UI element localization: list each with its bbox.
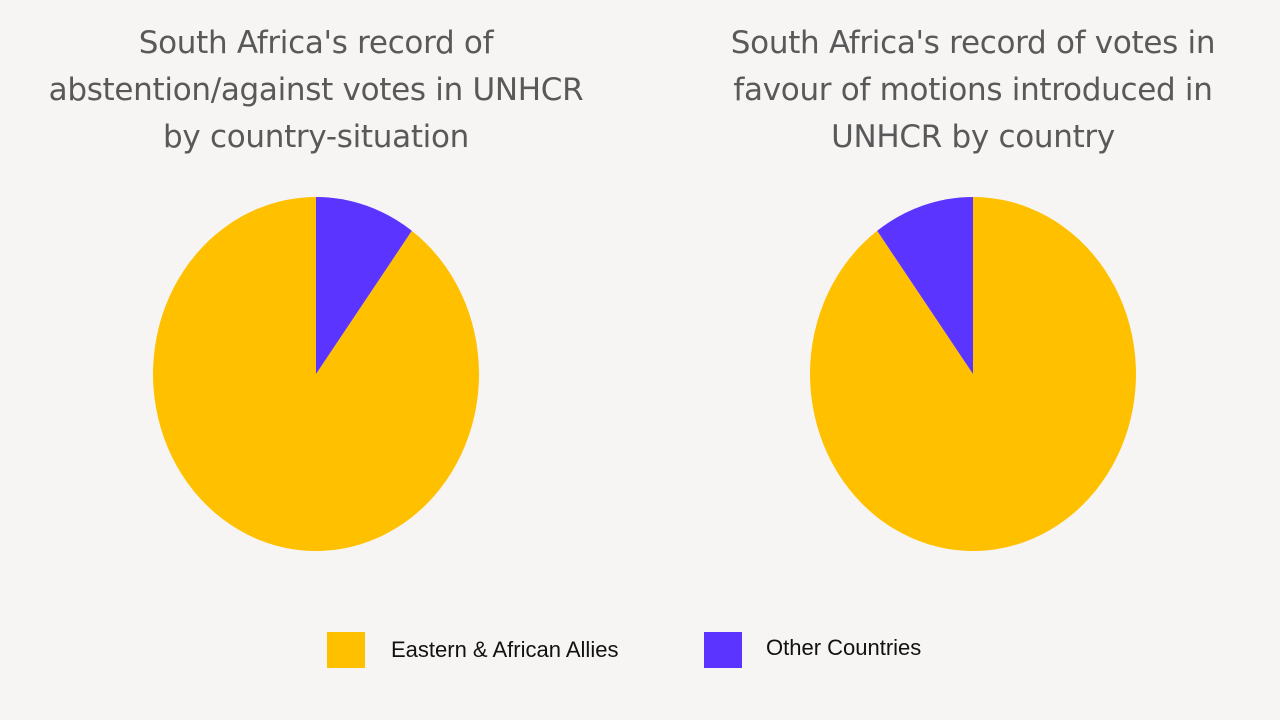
legend-label-other-countries: Other Countries <box>766 635 922 660</box>
left-pie-chart <box>153 197 480 551</box>
left-chart-title-line-3: by country-situation <box>162 119 469 155</box>
legend-swatch-eastern-african-allies <box>327 632 365 668</box>
right-chart-title-line-3: UNHCR by country <box>831 119 1115 155</box>
legend-label-eastern-african-allies: Eastern & African Allies <box>391 637 619 662</box>
left-pie-slice-eastern-african-allies <box>153 197 480 551</box>
left-chart-title-line-1: South Africa's record of <box>138 25 494 61</box>
right-pie-slice-other-countries <box>877 197 973 374</box>
right-pie-chart <box>809 197 1136 551</box>
left-chart-title-line-2: abstention/against votes in UNHCR <box>48 72 584 108</box>
left-chart-title: South Africa's record of abstention/agai… <box>36 20 596 161</box>
legend-swatch-other-countries <box>704 632 742 668</box>
left-pie-slice-other-countries <box>316 197 412 374</box>
right-chart-title: South Africa's record of votes in favour… <box>693 20 1253 161</box>
right-chart-title-line-2: favour of motions introduced in <box>733 72 1213 108</box>
right-pie-slice-eastern-african-allies <box>809 197 1136 551</box>
right-chart-title-line-1: South Africa's record of votes in <box>730 25 1216 61</box>
